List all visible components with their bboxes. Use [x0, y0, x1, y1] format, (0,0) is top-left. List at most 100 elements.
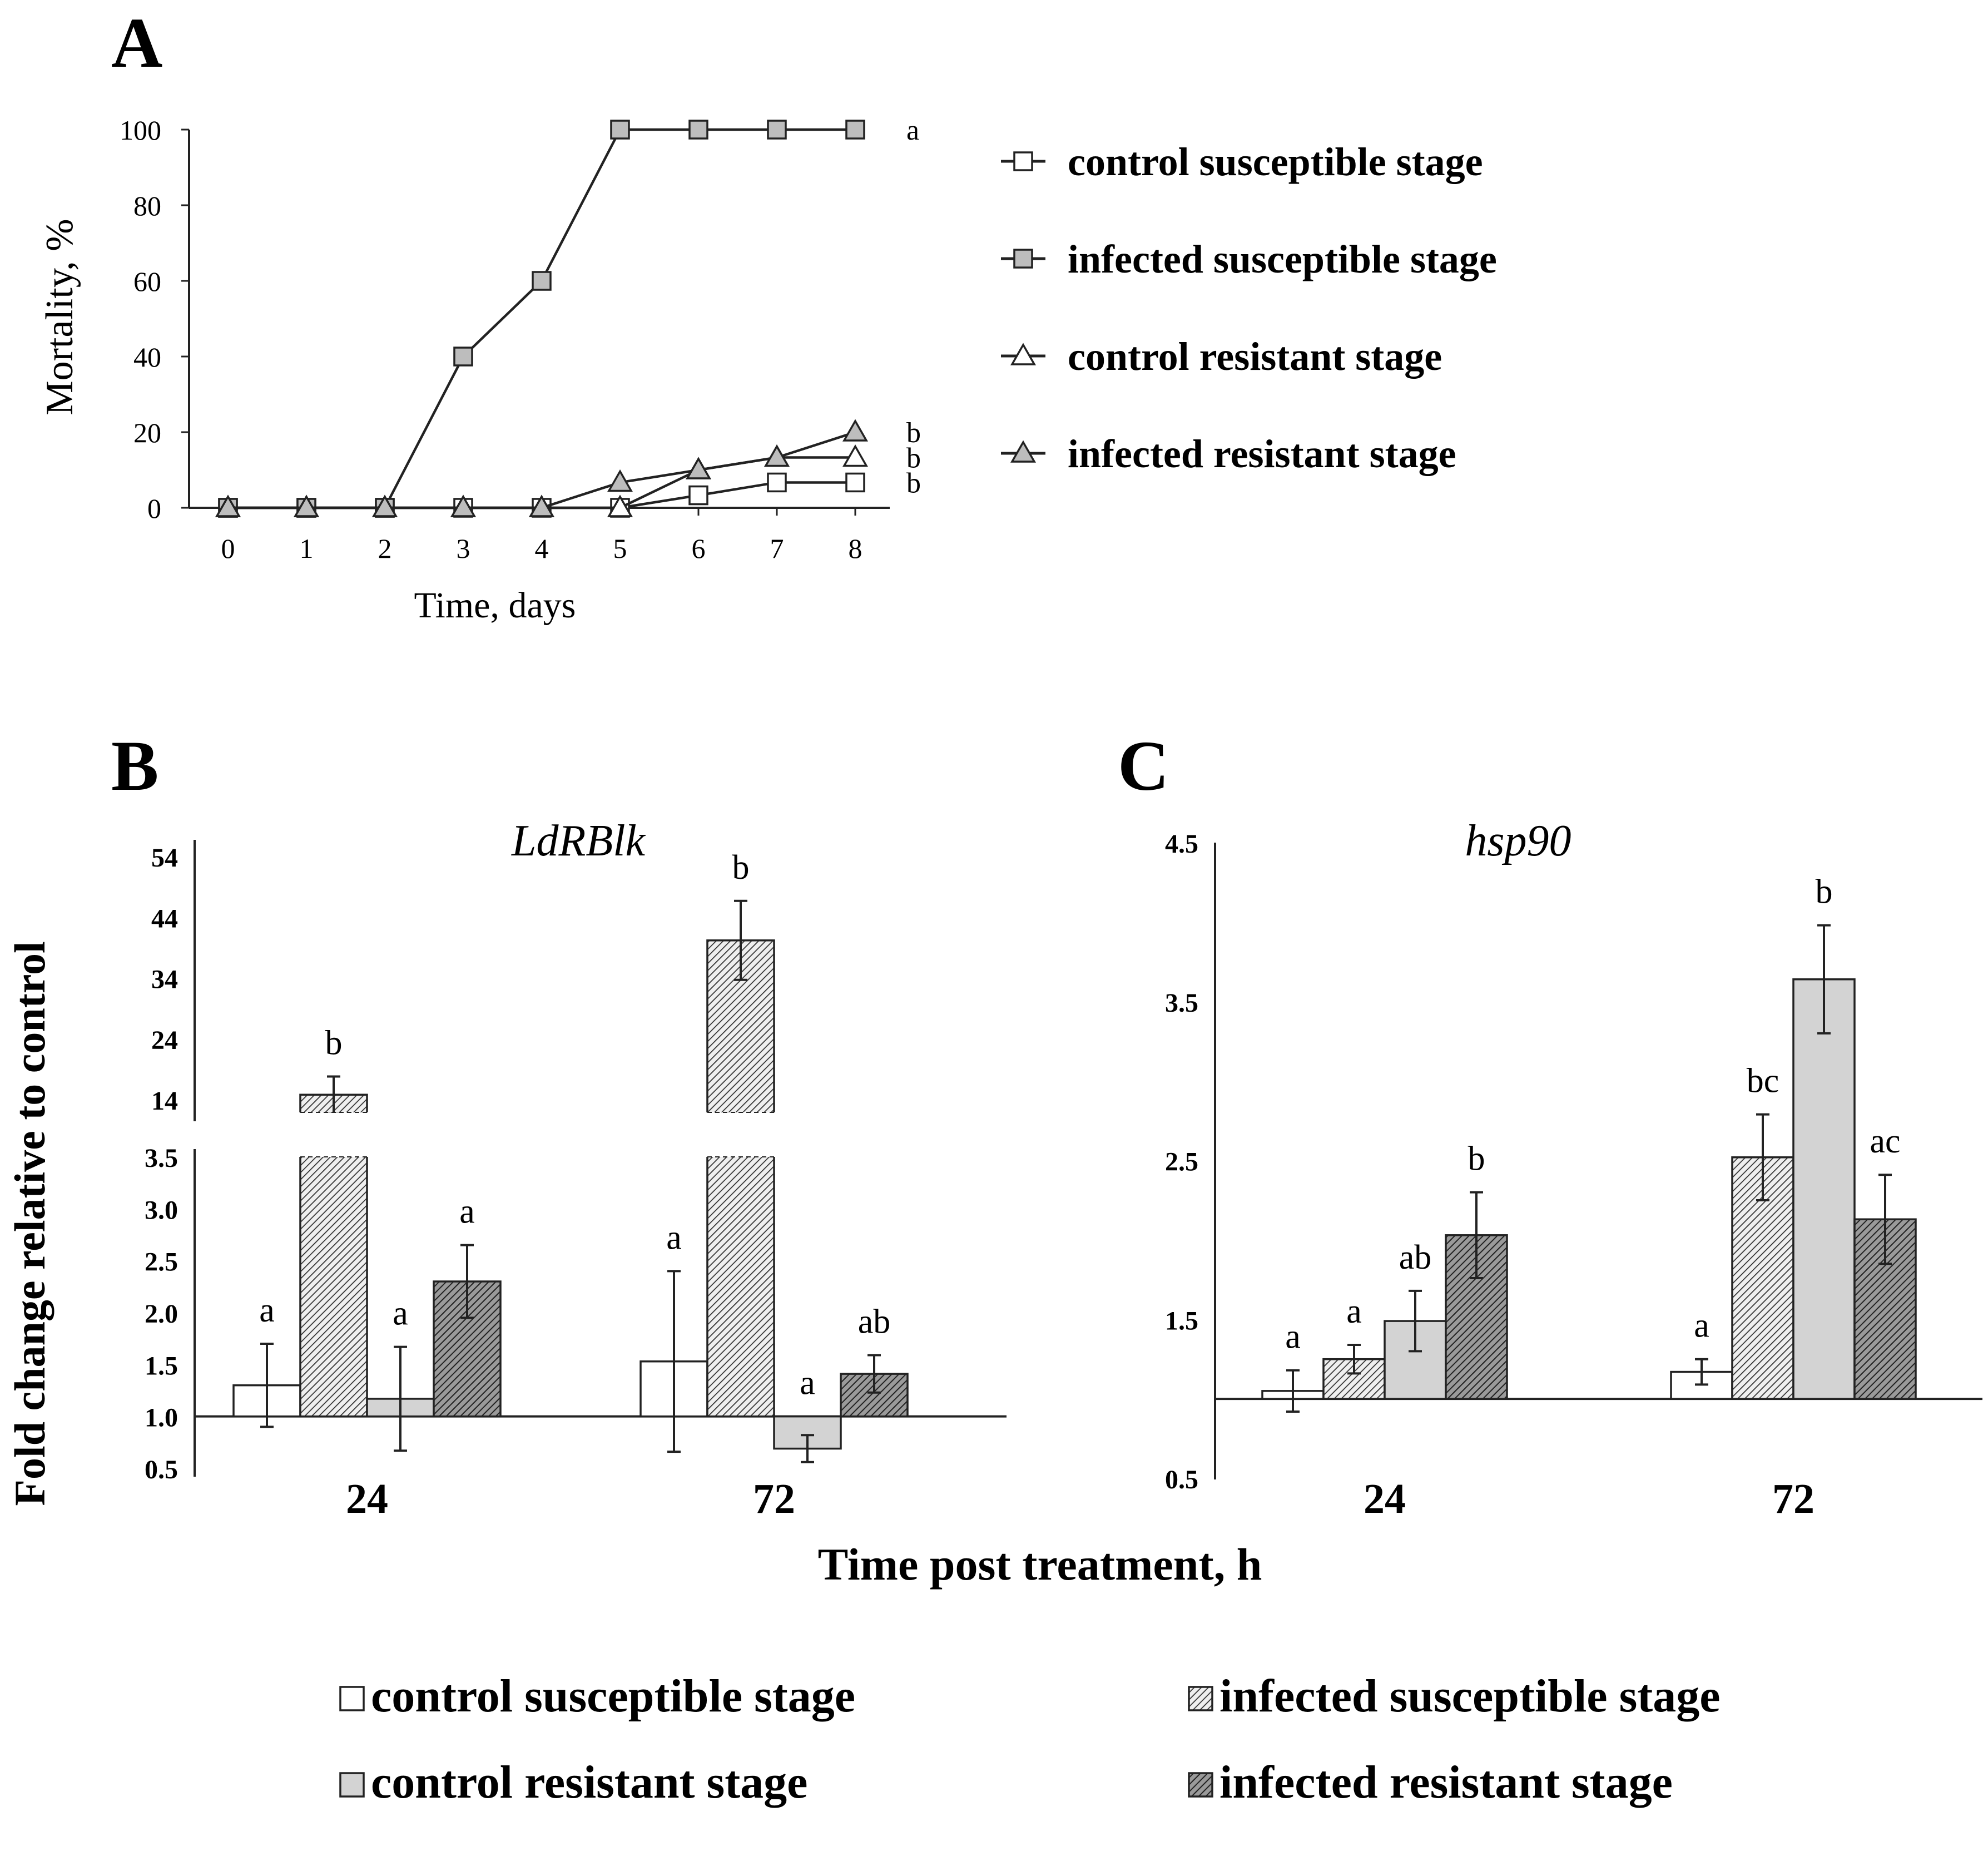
chart-b-ytick-label: 2.5	[145, 1248, 178, 1277]
legend-a-item-control-susceptible-stage: control susceptible stage	[1001, 140, 1483, 184]
point-infected-resistant-stage	[293, 494, 320, 517]
ldrblk-bar-chart: LdRBlk 0.5 1.0 1.5 2.0 2.5 3.0 3.5 14 24 34 44 54 24…	[145, 816, 1007, 1522]
mortality-line-chart: 0 20 40 60 80 100 0 1 2 3 4 5 6 7 8 a bbb Time, days Mo…	[38, 115, 921, 626]
point-control-susceptible-stage	[767, 472, 787, 493]
bar-legend-item-control-susceptible-stage: control susceptible stage	[339, 1670, 855, 1722]
legend-a-item-infected-susceptible-stage: infected susceptible stage	[1001, 237, 1497, 281]
chart-b-ytick-label: 0.5	[145, 1455, 178, 1484]
chart-c-bar	[1792, 978, 1856, 1400]
chart-c-significance-letter: b	[1816, 873, 1833, 911]
chart-c-significance-letter: a	[1346, 1293, 1362, 1330]
chart-b-ytick-label: 44	[151, 904, 178, 933]
chart-c-title: hsp90	[1465, 816, 1571, 865]
chart-a-xtick-label: 8	[849, 533, 862, 564]
chart-b-significance-letter: b	[732, 849, 750, 887]
chart-c-bars: a a a bc ab b b ac	[1261, 873, 1917, 1413]
bar-legend-label: infected susceptible stage	[1219, 1670, 1721, 1722]
chart-c-significance-letter: ab	[1399, 1239, 1432, 1276]
chart-b-significance-letter: a	[459, 1193, 475, 1231]
legend-a-item-infected-resistant-stage: infected resistant stage	[1001, 432, 1456, 476]
chart-a-xtick-label: 2	[378, 533, 392, 564]
chart-c-significance-letter: b	[1468, 1140, 1485, 1178]
significance-label: b	[906, 443, 921, 474]
bar-legend-item-control-resistant-stage: control resistant stage	[339, 1756, 807, 1808]
significance-label: b	[906, 467, 921, 499]
significance-label: a	[906, 115, 919, 146]
point-infected-resistant-stage	[607, 469, 633, 492]
bar-legend-swatch	[339, 1772, 365, 1798]
chart-c-ytick-label: 1.5	[1165, 1306, 1198, 1335]
chart-c-ytick-label: 4.5	[1165, 829, 1198, 859]
point-infected-susceptible-stage	[845, 120, 865, 140]
shared-xlabel: Time post treatment, h	[818, 1539, 1262, 1590]
chart-c-series-infected-resistant-stage: b ac	[1445, 1122, 1917, 1400]
point-infected-resistant-stage	[842, 419, 869, 442]
chart-b-ytick-label: 24	[151, 1026, 178, 1055]
bar-legend-label: control resistant stage	[371, 1756, 807, 1808]
bar-legend-label: control susceptible stage	[371, 1670, 855, 1722]
chart-c-category-label: 24	[1364, 1476, 1406, 1522]
chart-b-bar-break	[297, 1112, 370, 1157]
hsp90-bar-chart: hsp90 0.5 1.5 2.5 3.5 4.5 24 72 a a a bc ab b b ac	[1165, 816, 1982, 1522]
chart-b-category-label: 72	[753, 1476, 795, 1522]
bar-legend: control susceptible stage infected suscep…	[339, 1670, 1721, 1808]
chart-b-bar-break	[704, 1112, 777, 1157]
chart-a-xtick-label: 7	[770, 533, 784, 564]
chart-a-ytick-label: 60	[133, 266, 161, 297]
point-infected-susceptible-stage	[532, 271, 552, 291]
legend-a-label: control susceptible stage	[1068, 140, 1483, 184]
series-line-infected-susceptible-stage	[228, 128, 855, 509]
chart-c-ytick-label: 3.5	[1165, 988, 1198, 1018]
chart-c-axes: 0.5 1.5 2.5 3.5 4.5 24 72	[1165, 829, 1982, 1522]
chart-a-ticks: 0 20 40 60 80 100 0 1 2 3 4 5 6 7 8	[120, 115, 862, 564]
series-infected-resistant-stage	[215, 419, 869, 517]
chart-b-significance-letter: ab	[858, 1303, 891, 1341]
chart-a-series	[215, 120, 869, 518]
bar-legend-label: infected resistant stage	[1219, 1756, 1673, 1808]
chart-b-significance-letter: a	[259, 1291, 275, 1329]
shared-ylabel: Fold change relative to control	[6, 941, 54, 1506]
chart-a-xtick-label: 3	[457, 533, 470, 564]
chart-b-ytick-label: 1.0	[145, 1403, 178, 1433]
chart-c-significance-letter: ac	[1870, 1122, 1900, 1160]
point-infected-susceptible-stage	[610, 120, 630, 140]
point-infected-resistant-stage	[450, 494, 477, 517]
chart-c-significance-letter: bc	[1747, 1062, 1779, 1100]
chart-a-ytick-label: 80	[133, 190, 161, 221]
chart-b-axes: 0.5 1.0 1.5 2.0 2.5 3.0 3.5 14 24 34 44 54 24 72	[145, 840, 1007, 1522]
chart-b-ytick-label: 1.5	[145, 1351, 178, 1380]
point-infected-susceptible-stage	[453, 347, 473, 367]
chart-a-ylabel: Mortality, %	[38, 219, 81, 415]
chart-b-ytick-label: 3.5	[145, 1144, 178, 1173]
chart-c-significance-letter: a	[1694, 1307, 1709, 1345]
legend-a-item-control-resistant-stage: control resistant stage	[1001, 334, 1442, 379]
chart-a-xlabel: Time, days	[414, 585, 576, 626]
legend-a-label: control resistant stage	[1068, 334, 1442, 379]
bar-legend-item-infected-susceptible-stage: infected susceptible stage	[1188, 1670, 1721, 1722]
point-infected-susceptible-stage	[688, 120, 708, 140]
chart-b-title: LdRBlk	[511, 816, 646, 865]
chart-c-ytick-label: 2.5	[1165, 1147, 1198, 1177]
bar-legend-item-infected-resistant-stage: infected resistant stage	[1188, 1756, 1673, 1808]
chart-a-ytick-label: 100	[120, 115, 161, 146]
point-control-susceptible-stage	[845, 472, 865, 493]
point-control-susceptible-stage	[688, 485, 708, 506]
chart-a-ytick-label: 40	[133, 342, 161, 373]
chart-a-significance-labels: a bbb	[906, 115, 921, 499]
chart-b-series-infected-susceptible-stage: bb	[299, 849, 775, 1418]
chart-b-ytick-label: 34	[151, 965, 178, 994]
chart-b-category-label: 24	[346, 1476, 388, 1522]
bar-legend-swatch	[339, 1686, 365, 1711]
point-infected-resistant-stage	[371, 494, 398, 517]
chart-a-ytick-label: 20	[133, 417, 161, 448]
legend-a-marker	[1010, 343, 1037, 365]
legend-a-label: infected resistant stage	[1068, 432, 1456, 476]
bar-legend-swatch	[1188, 1686, 1213, 1711]
chart-b-significance-letter: b	[325, 1024, 343, 1062]
chart-b-significance-letter: a	[666, 1219, 682, 1256]
point-infected-resistant-stage	[764, 444, 790, 467]
chart-a-ytick-label: 0	[147, 493, 161, 524]
point-infected-resistant-stage	[528, 494, 555, 517]
